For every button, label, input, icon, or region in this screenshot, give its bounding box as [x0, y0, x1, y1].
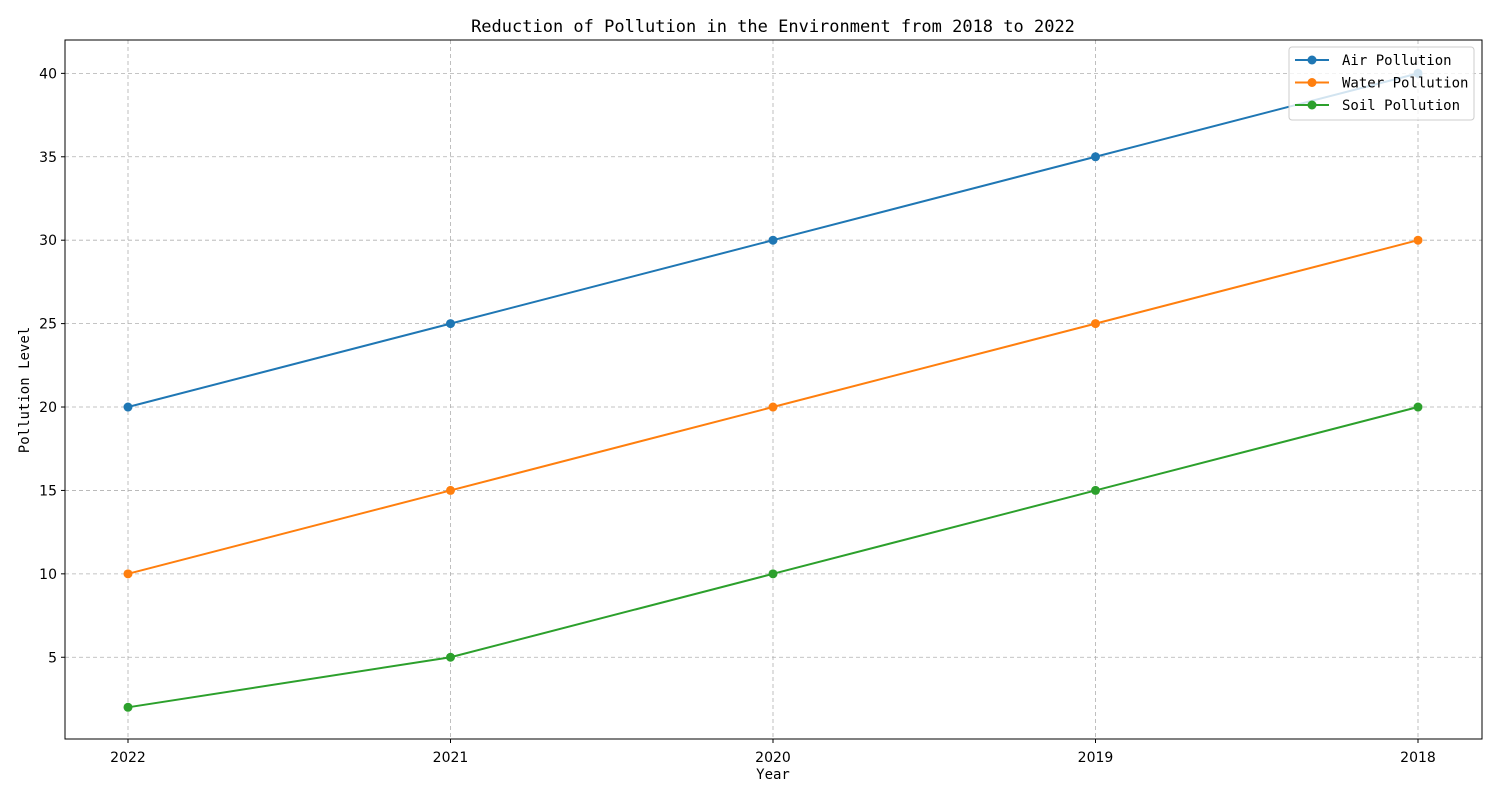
- series-line-soil-pollution: [127, 406, 1419, 709]
- legend-label: Soil Pollution: [1342, 98, 1460, 114]
- data-point: [1413, 235, 1423, 245]
- y-axis-label: Pollution Level: [17, 327, 33, 453]
- legend-marker: [1307, 55, 1317, 65]
- y-tick-label: 35: [39, 150, 57, 166]
- series-water-pollution: [123, 235, 1423, 579]
- y-tick-label: 25: [39, 317, 57, 333]
- legend-label: Water Pollution: [1342, 76, 1468, 92]
- data-point: [768, 235, 778, 245]
- data-point: [768, 402, 778, 412]
- data-point: [446, 319, 455, 329]
- data-point: [446, 485, 455, 495]
- y-tick-label: 5: [48, 650, 57, 666]
- legend: Air Pollution Water Pollution Soil Polluti…: [1288, 46, 1475, 121]
- x-axis-ticks: 2022 2021 2020 2019 2018: [110, 739, 1436, 766]
- legend-entry: Water Pollution: [1295, 76, 1468, 92]
- data-point: [1091, 152, 1100, 162]
- legend-label: Air Pollution: [1342, 53, 1452, 69]
- legend-entry: Soil Pollution: [1295, 98, 1460, 114]
- plot-area-frame: [64, 39, 1483, 740]
- legend-entry: Air Pollution: [1295, 53, 1452, 69]
- y-tick-label: 40: [39, 66, 57, 82]
- y-axis-ticks: 5 10 15 20 25 30 35 40: [39, 66, 65, 666]
- data-point: [123, 702, 133, 712]
- legend-marker: [1307, 78, 1317, 87]
- data-point: [768, 569, 778, 579]
- grid-lines: [65, 40, 1482, 739]
- y-tick-label: 10: [39, 567, 57, 583]
- data-point: [123, 569, 133, 579]
- data-point: [1091, 319, 1100, 329]
- legend-marker: [1307, 100, 1317, 110]
- x-tick-label: 2020: [755, 750, 791, 766]
- y-tick-label: 30: [39, 233, 57, 249]
- data-point: [123, 402, 133, 412]
- legend-box: [1288, 46, 1475, 121]
- data-point: [446, 652, 455, 662]
- series-soil-pollution: [123, 402, 1423, 712]
- x-tick-label: 2021: [433, 750, 469, 766]
- y-tick-label: 20: [39, 400, 57, 416]
- y-tick-label: 15: [39, 483, 57, 499]
- data-point: [1413, 402, 1423, 412]
- x-tick-label: 2019: [1078, 750, 1114, 766]
- data-point: [1091, 485, 1100, 495]
- chart-title: Reduction of Pollution in the Environmen…: [471, 17, 1075, 37]
- x-tick-label: 2018: [1400, 750, 1436, 766]
- x-tick-label: 2022: [110, 750, 146, 766]
- x-axis-label: Year: [756, 767, 790, 783]
